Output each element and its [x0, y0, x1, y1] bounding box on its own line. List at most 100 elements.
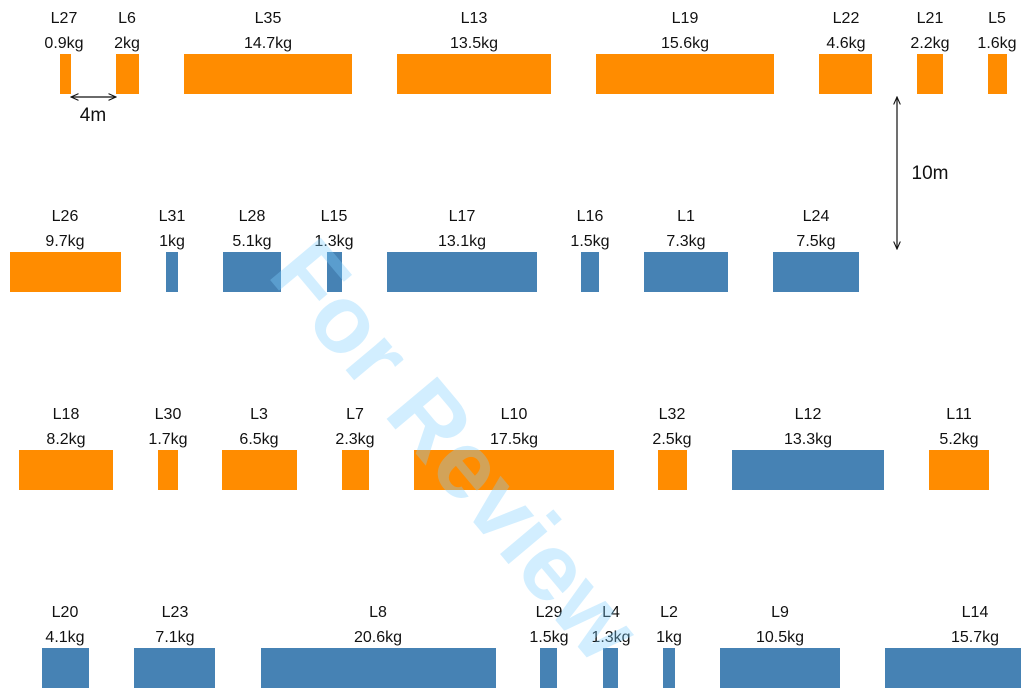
- load-label: L2: [660, 604, 678, 621]
- load-weight: 7.1kg: [155, 629, 194, 646]
- load-weight: 9.7kg: [45, 233, 84, 250]
- load-label: L19: [672, 10, 699, 27]
- load-block: [732, 450, 884, 490]
- load-weight: 14.7kg: [244, 35, 292, 52]
- load-block: [19, 450, 113, 490]
- load-block: [917, 54, 943, 94]
- load-label: L4: [602, 604, 620, 621]
- load-label: L9: [771, 604, 789, 621]
- load-weight: 4.1kg: [45, 629, 84, 646]
- load-weight: 1.3kg: [314, 233, 353, 250]
- load-label: L22: [833, 10, 860, 27]
- load-block: [596, 54, 774, 94]
- load-block: [116, 54, 139, 94]
- load-label: L5: [988, 10, 1006, 27]
- load-block: [60, 54, 71, 94]
- load-block: [166, 252, 178, 292]
- load-block: [720, 648, 840, 688]
- load-block: [773, 252, 859, 292]
- load-block: [342, 450, 369, 490]
- load-weight: 0.9kg: [44, 35, 83, 52]
- load-label: L10: [501, 406, 528, 423]
- load-label: L28: [239, 208, 266, 225]
- load-label: L32: [659, 406, 686, 423]
- load-label: L1: [677, 208, 695, 225]
- load-block: [261, 648, 496, 688]
- load-label: L35: [255, 10, 282, 27]
- load-block: [42, 648, 89, 688]
- load-label: L16: [577, 208, 604, 225]
- load-label: L13: [461, 10, 488, 27]
- load-block: [603, 648, 618, 688]
- load-weight: 5.2kg: [939, 431, 978, 448]
- load-weight: 2.2kg: [910, 35, 949, 52]
- load-label: L15: [321, 208, 348, 225]
- load-block: [223, 252, 281, 292]
- load-label: L29: [536, 604, 563, 621]
- load-weight: 15.7kg: [951, 629, 999, 646]
- load-label: L27: [51, 10, 78, 27]
- load-weight: 13.5kg: [450, 35, 498, 52]
- load-label: L6: [118, 10, 136, 27]
- load-label: L17: [449, 208, 476, 225]
- load-label: L26: [52, 208, 79, 225]
- load-weight: 17.5kg: [490, 431, 538, 448]
- dimension-label: 4m: [80, 105, 106, 126]
- load-block: [819, 54, 872, 94]
- load-block: [540, 648, 557, 688]
- load-weight: 15.6kg: [661, 35, 709, 52]
- load-weight: 1.6kg: [977, 35, 1016, 52]
- load-label: L20: [52, 604, 79, 621]
- load-weight: 6.5kg: [239, 431, 278, 448]
- load-label: L18: [53, 406, 80, 423]
- load-weight: 7.5kg: [796, 233, 835, 250]
- load-block: [222, 450, 297, 490]
- load-block: [10, 252, 121, 292]
- load-weight: 5.1kg: [232, 233, 271, 250]
- load-block: [663, 648, 675, 688]
- load-weight: 8.2kg: [46, 431, 85, 448]
- load-weight: 4.6kg: [826, 35, 865, 52]
- load-block: [658, 450, 687, 490]
- load-block: [414, 450, 614, 490]
- load-block: [988, 54, 1007, 94]
- load-weight: 20.6kg: [354, 629, 402, 646]
- load-block: [929, 450, 989, 490]
- dimension-label: 10m: [912, 163, 949, 184]
- load-label: L14: [962, 604, 989, 621]
- load-weight: 1.5kg: [529, 629, 568, 646]
- load-weight: 7.3kg: [666, 233, 705, 250]
- load-block: [581, 252, 599, 292]
- load-block: [327, 252, 342, 292]
- load-weight: 1.7kg: [148, 431, 187, 448]
- load-label: L3: [250, 406, 268, 423]
- load-label: L8: [369, 604, 387, 621]
- load-label: L24: [803, 208, 830, 225]
- load-block: [158, 450, 178, 490]
- load-label: L21: [917, 10, 944, 27]
- load-block: [644, 252, 728, 292]
- load-weight: 1.5kg: [570, 233, 609, 250]
- nodes: L27 0.9kg L6 2kg L35 14.7kg L13 13.5kg L19 15.6kg…: [10, 10, 1021, 688]
- load-weight: 2.3kg: [335, 431, 374, 448]
- load-label: L23: [162, 604, 189, 621]
- load-label: L30: [155, 406, 182, 423]
- load-block: [387, 252, 537, 292]
- load-weight: 1kg: [159, 233, 185, 250]
- load-label: L7: [346, 406, 364, 423]
- load-block: [134, 648, 215, 688]
- load-block: [397, 54, 551, 94]
- load-weight: 10.5kg: [756, 629, 804, 646]
- load-label: L11: [946, 406, 972, 423]
- load-block: [184, 54, 352, 94]
- load-weight: 2kg: [114, 35, 140, 52]
- load-label: L12: [795, 406, 822, 423]
- load-weight: 13.3kg: [784, 431, 832, 448]
- load-weight: 2.5kg: [652, 431, 691, 448]
- load-label: L31: [159, 208, 186, 225]
- load-block: [885, 648, 1021, 688]
- load-weight: 1.3kg: [591, 629, 630, 646]
- load-weight: 1kg: [656, 629, 682, 646]
- load-weight: 13.1kg: [438, 233, 486, 250]
